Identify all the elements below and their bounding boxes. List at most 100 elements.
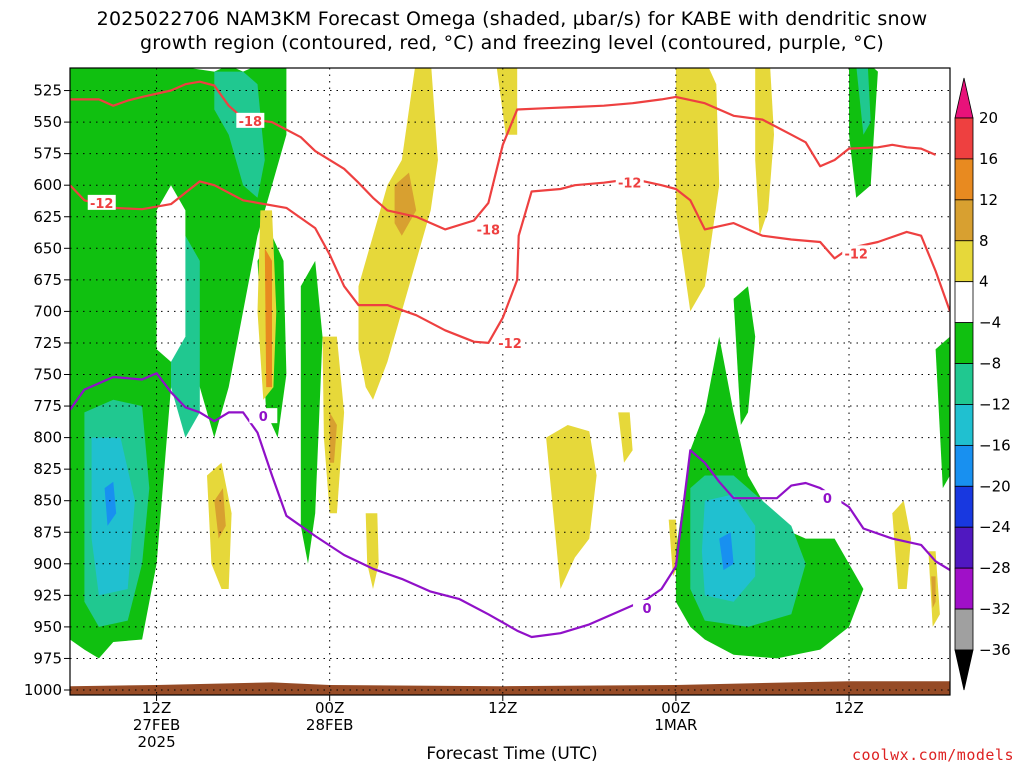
- omega-region-green-far-right: [935, 336, 950, 489]
- colorbar-label-5: −4: [979, 314, 1001, 332]
- colorbar-label-8: −16: [979, 436, 1011, 454]
- grid-lines: [70, 68, 950, 695]
- colorbar-label-0: 20: [979, 109, 998, 127]
- contour-freezing: [70, 372, 950, 639]
- omega-region-yellow-k: [755, 68, 774, 236]
- omega-shading: [70, 68, 950, 659]
- colorbar-swatch-8: [954, 404, 974, 446]
- x-tick-label-36-1: 12Z: [488, 699, 517, 717]
- colorbar-swatch-4: [954, 240, 974, 283]
- y-tick-label-1000: 1000: [24, 681, 62, 699]
- omega-region-yellow-f: [496, 68, 518, 135]
- omega-region-yellow-e: [365, 513, 379, 589]
- omega-region-yellow-h: [618, 412, 633, 463]
- contour-minus12-label-bg-1: [615, 174, 644, 190]
- y-tick-label-550: 550: [33, 113, 62, 131]
- contour-freezing-label-0: 0: [259, 410, 268, 425]
- omega-region-darkorange-b: [264, 248, 272, 388]
- colorbar-swatch-14: [954, 649, 974, 691]
- omega-region-orange-a: [214, 488, 226, 539]
- y-tick-label-525: 525: [33, 82, 62, 100]
- omega-region-teal-top-right: [856, 68, 871, 135]
- y-tick-label-975: 975: [33, 649, 62, 667]
- contour-freezing-label-bg-2: [813, 490, 842, 506]
- colorbar-label-6: −8: [979, 355, 1001, 373]
- colorbar-swatch-0: [954, 77, 974, 119]
- y-tick-label-625: 625: [33, 208, 62, 226]
- colorbar-label-11: −28: [979, 559, 1011, 577]
- colorbar-label-2: 12: [979, 191, 998, 209]
- y-tick-label-575: 575: [33, 145, 62, 163]
- colorbar-swatch-12: [954, 567, 974, 610]
- omega-region-blue-left: [104, 481, 117, 526]
- x-tick-label-48-1: 00Z: [661, 699, 690, 717]
- ground-terrain: [70, 681, 950, 695]
- colorbar-swatch-10: [954, 485, 974, 528]
- x-tick-label-60-1: 12Z: [834, 699, 863, 717]
- plot-frame: [69, 67, 951, 696]
- omega-region-yellow-d: [358, 68, 438, 400]
- contour-minus12-label-3: -12: [844, 247, 868, 262]
- colorbar-label-7: −12: [979, 395, 1011, 413]
- omega-region-orange-c: [329, 412, 337, 463]
- y-tick-label-800: 800: [33, 429, 62, 447]
- y-tick-label-850: 850: [33, 492, 62, 510]
- y-tick-label-750: 750: [33, 366, 62, 384]
- colorbar-swatch-2: [954, 158, 974, 201]
- y-tick-label-650: 650: [33, 239, 62, 257]
- colorbar-label-12: −32: [979, 600, 1011, 618]
- contour-freezing-label-1: 0: [643, 602, 652, 617]
- colorbar-swatch-1: [954, 117, 974, 160]
- y-tick-label-950: 950: [33, 618, 62, 636]
- colorbar-swatch-11: [954, 526, 974, 569]
- colorbar-swatch-7: [954, 363, 974, 405]
- colorbar: 20 16 12 8 4 −4 −8 −12 −16 −20 −24 −28 −32 −36: [954, 77, 1011, 691]
- contour-minus18-label-1: -18: [477, 223, 501, 238]
- contour-minus18-label-bg-1: [474, 221, 503, 237]
- omega-gap-white-1: [156, 185, 186, 362]
- contour-minus12-label-bg-3: [842, 245, 871, 261]
- omega-region-orange-m: [931, 576, 936, 608]
- contour-freezing-label-bg-0: [249, 408, 278, 424]
- omega-region-green-right-upper: [733, 286, 756, 425]
- colorbar-label-10: −24: [979, 518, 1011, 536]
- omega-region-orange-d: [394, 172, 417, 236]
- y-tick-label-875: 875: [33, 523, 62, 541]
- y-tick-label-600: 600: [33, 176, 62, 194]
- x-tick-label-12-3: 2025: [137, 733, 175, 751]
- contour-minus12-label-1: -12: [618, 177, 642, 192]
- colorbar-swatch-13: [954, 608, 974, 651]
- colorbar-label-9: −20: [979, 477, 1011, 495]
- colorbar-label-3: 8: [979, 232, 989, 250]
- contour-minus12-label-2: -12: [498, 337, 522, 352]
- x-axis-title: Forecast Time (UTC): [426, 744, 598, 764]
- contour-minus18-label-0: -18: [239, 115, 263, 130]
- contour-freezing-label-2: 0: [823, 492, 832, 507]
- x-tick-label-12-1: 12Z: [142, 699, 171, 717]
- y-tick-label-725: 725: [33, 334, 62, 352]
- y-tick-label-925: 925: [33, 586, 62, 604]
- contour-minus18-label-bg-0: [236, 112, 265, 128]
- colorbar-label-13: −36: [979, 641, 1011, 659]
- colorbar-swatch-9: [954, 444, 974, 487]
- contour-minus12-label-0: -12: [90, 197, 114, 212]
- y-tick-label-675: 675: [33, 271, 62, 289]
- contour-minus12-label-bg-0: [87, 194, 116, 210]
- y-axis: 525 550 575 600 625 650 675 700 725 750 775 800 825 8…: [24, 82, 70, 699]
- omega-region-blue-right: [719, 532, 734, 571]
- contour-minus12: [70, 177, 950, 344]
- colorbar-label-1: 16: [979, 150, 998, 168]
- colorbar-swatch-5: [954, 281, 974, 324]
- x-tick-label-24-2: 28FEB: [306, 716, 353, 734]
- y-tick-label-825: 825: [33, 460, 62, 478]
- watermark: coolwx.com/models: [851, 746, 1014, 764]
- omega-region-yellow-l: [892, 500, 911, 589]
- contour-lines: -12 -12 -12 -12 -18 -18 0 0 0: [70, 80, 950, 639]
- omega-region-yellow-j: [675, 68, 720, 312]
- y-tick-label-775: 775: [33, 397, 62, 415]
- chart-title-line2: growth region (contoured, red, °C) and f…: [140, 32, 884, 54]
- colorbar-swatch-3: [954, 199, 974, 242]
- contour-minus12-label-bg-2: [496, 334, 524, 350]
